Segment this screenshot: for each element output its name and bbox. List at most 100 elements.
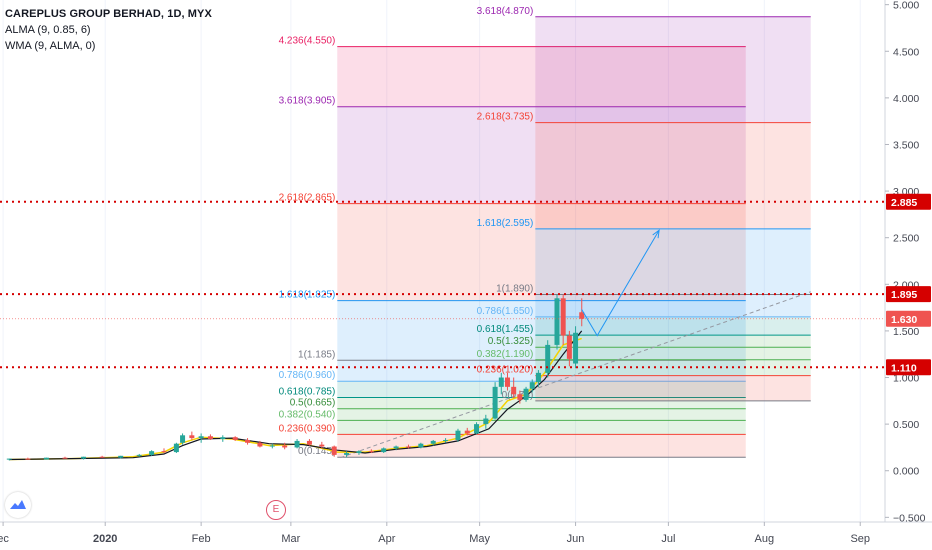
candle-body [43, 457, 49, 460]
fib-level-label: 1.618(2.595) [477, 218, 534, 229]
alma-indicator-label[interactable]: ALMA (9, 0.85, 6) [5, 24, 91, 36]
price-label-text: 1.110 [891, 362, 917, 374]
candle [118, 455, 124, 459]
price-label-box [886, 286, 931, 303]
candle [579, 298, 585, 327]
fib-level-label: 3.618(4.870) [477, 6, 534, 17]
fib-zone [337, 420, 746, 435]
fib-level-label: 0.618(0.785) [279, 387, 336, 398]
x-tick-label: Mar [281, 533, 300, 545]
candle [405, 444, 411, 449]
fib-zone [337, 434, 746, 458]
candle-body [464, 430, 470, 434]
earnings-marker-icon[interactable]: E [266, 500, 286, 520]
candle [6, 458, 12, 461]
price-label-text: 2.885 [891, 197, 917, 209]
candle-body [232, 437, 238, 440]
candle-body [149, 451, 155, 455]
candle [464, 427, 470, 436]
y-tick-label: 3.500 [893, 139, 919, 151]
candle-body [523, 388, 529, 400]
candle [257, 440, 263, 448]
symbol-title[interactable]: CAREPLUS GROUP BERHAD, 1D, MYX [5, 8, 212, 20]
candle [198, 433, 204, 443]
x-tick-label: Apr [378, 533, 395, 545]
candle-body [430, 440, 436, 444]
projection-arrow-head [652, 229, 660, 239]
y-tick-label: 1.000 [893, 373, 919, 385]
candle-body [189, 435, 195, 439]
price-label-box [886, 193, 931, 210]
candle [381, 447, 387, 454]
candle-body [393, 446, 399, 449]
fib-level-label: 0.236(1.020) [477, 365, 534, 376]
fib-level-label: 0(0.145) [298, 446, 335, 457]
candle-body [474, 424, 480, 434]
fib-zone [535, 294, 811, 317]
candle-body [554, 298, 560, 345]
candle-body [573, 332, 579, 364]
fib-level-label: 0.236(0.390) [279, 423, 336, 434]
x-tick-label: ec [0, 533, 9, 545]
candle [232, 436, 238, 441]
candle-body [257, 442, 263, 447]
candle [566, 330, 572, 367]
candle-body [566, 335, 572, 359]
fib-zone [535, 347, 811, 360]
fib-level-label: 0.786(1.650) [477, 306, 534, 317]
candle [99, 455, 105, 458]
fib-level-label: 0.5(1.325) [488, 336, 534, 347]
candle-body [25, 458, 31, 460]
wma-indicator-label[interactable]: WMA (9, ALMA, 0) [5, 40, 96, 52]
fib-level-label: 2.618(3.735) [477, 112, 534, 123]
candle-body [483, 418, 489, 425]
fib-level-label: 0.786(0.960) [279, 370, 336, 381]
candle-body [560, 298, 566, 336]
candle [545, 340, 551, 378]
candle-body [99, 456, 105, 458]
candle [269, 443, 275, 449]
fib-zone [337, 381, 746, 398]
candle [43, 457, 49, 460]
x-tick-label: Aug [755, 533, 775, 545]
projection-arrow [581, 229, 660, 337]
fib-zone [535, 375, 811, 401]
price-label-box [886, 359, 931, 376]
x-tick-label: Jun [567, 533, 585, 545]
fib-zone [535, 316, 811, 336]
candle [207, 434, 213, 440]
y-axis-panel [885, 0, 932, 550]
tradingview-logo-icon[interactable] [5, 492, 31, 518]
candle-body [443, 439, 449, 441]
candle [81, 456, 87, 460]
price-label-text: 1.895 [891, 289, 917, 301]
x-tick-label: Sep [850, 533, 870, 545]
y-tick-label: 0.500 [893, 419, 919, 431]
y-tick-label: 0.000 [893, 466, 919, 478]
candle-body [545, 344, 551, 373]
candle-body [269, 445, 275, 447]
candle-body [118, 455, 124, 458]
candle [430, 439, 436, 446]
fib-zone [337, 46, 746, 107]
y-tick-label: −0.500 [893, 512, 926, 524]
candle-body [180, 435, 186, 443]
candle-body [356, 451, 362, 454]
candle-body [517, 394, 523, 400]
candle [149, 450, 155, 456]
candle-body [245, 439, 251, 443]
candle [523, 386, 529, 402]
fib-zone [535, 335, 811, 348]
candle [344, 451, 350, 458]
x-tick-label: 2020 [93, 533, 117, 545]
candle [331, 445, 337, 457]
candle [136, 453, 142, 457]
x-axis-panel [0, 522, 932, 550]
price-label-text: 1.630 [891, 314, 917, 326]
candle [319, 441, 325, 449]
candle-body [368, 451, 374, 453]
candle-body [405, 446, 411, 448]
candle [511, 377, 517, 399]
fib-level-label: 0.382(0.540) [279, 409, 336, 420]
